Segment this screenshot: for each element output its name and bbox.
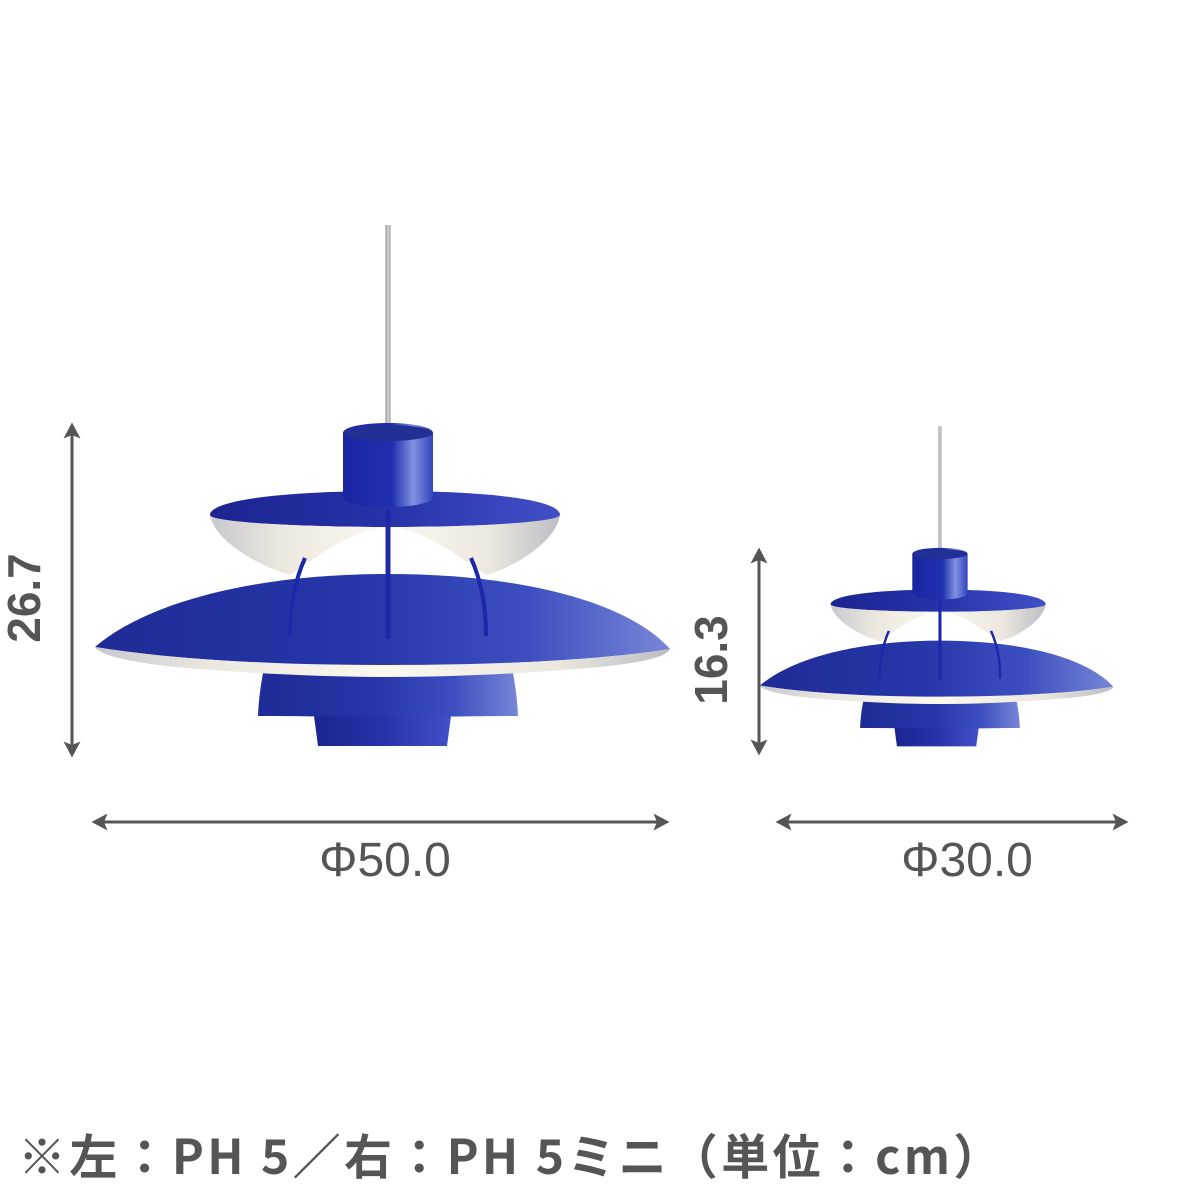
svg-text:※左：PH 5／右：PH 5ミニ（単位：cm）: ※左：PH 5／右：PH 5ミニ（単位：cm） [18, 1118, 1005, 1188]
svg-text:Φ50.0: Φ50.0 [319, 834, 451, 887]
svg-text:16.3: 16.3 [685, 615, 737, 705]
svg-text:26.7: 26.7 [0, 553, 50, 643]
svg-text:Φ30.0: Φ30.0 [901, 834, 1033, 887]
